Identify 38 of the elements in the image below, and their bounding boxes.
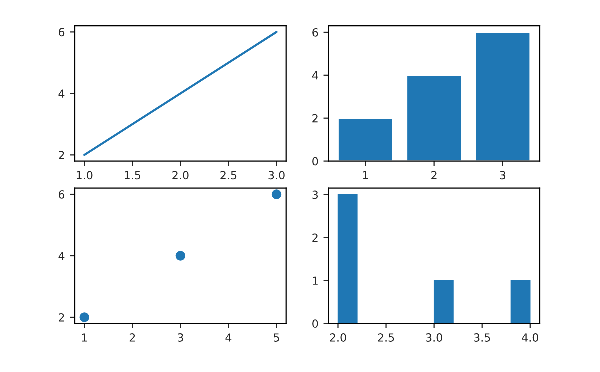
bar <box>406 74 462 162</box>
x-tick-label: 3.0 <box>268 171 285 180</box>
x-tick-label: 1 <box>82 334 88 342</box>
x-tick-label: 2.0 <box>172 171 189 180</box>
y-tick-label: 0 <box>312 320 318 328</box>
point <box>80 312 90 322</box>
y-tick-label: 1 <box>313 276 318 285</box>
x-tick-label: 2 <box>432 171 437 180</box>
x-tick-label: 1.0 <box>76 171 93 180</box>
x-tick-label: 3 <box>178 334 184 342</box>
y-tick-label: 4 <box>58 252 65 260</box>
y-tick-label: 2 <box>59 313 64 322</box>
y-tick-label: 2 <box>312 114 318 123</box>
bar <box>474 32 532 162</box>
y-tick-label: 0 <box>312 157 318 166</box>
x-tick-label: 2.0 <box>330 334 346 342</box>
y-tick-label: 3 <box>312 190 318 200</box>
y-tick-label: 6 <box>312 28 318 37</box>
y-tick-label: 6 <box>58 28 65 37</box>
x-tick-label: 5 <box>274 334 280 342</box>
x-tick-label: 1 <box>363 171 368 180</box>
bar <box>338 118 394 162</box>
point <box>272 190 282 200</box>
x-tick-label: 3.5 <box>474 334 490 342</box>
y-tick-label: 2 <box>312 234 318 242</box>
y-tick-label: 2 <box>59 151 64 160</box>
x-tick-label: 3.0 <box>426 334 442 342</box>
x-tick-label: 3 <box>500 171 506 180</box>
y-tick-label: 6 <box>58 190 65 199</box>
x-tick-label: 4.0 <box>522 334 538 342</box>
x-tick-label: 2.5 <box>220 171 237 180</box>
y-tick-label: 4 <box>312 72 318 80</box>
x-tick-label: 4 <box>226 334 232 342</box>
x-tick-label: 2 <box>130 334 136 342</box>
x-tick-label: 1.5 <box>125 171 141 180</box>
point <box>176 251 186 261</box>
x-tick-label: 2.5 <box>378 334 394 342</box>
y-tick-label: 4 <box>58 90 65 98</box>
